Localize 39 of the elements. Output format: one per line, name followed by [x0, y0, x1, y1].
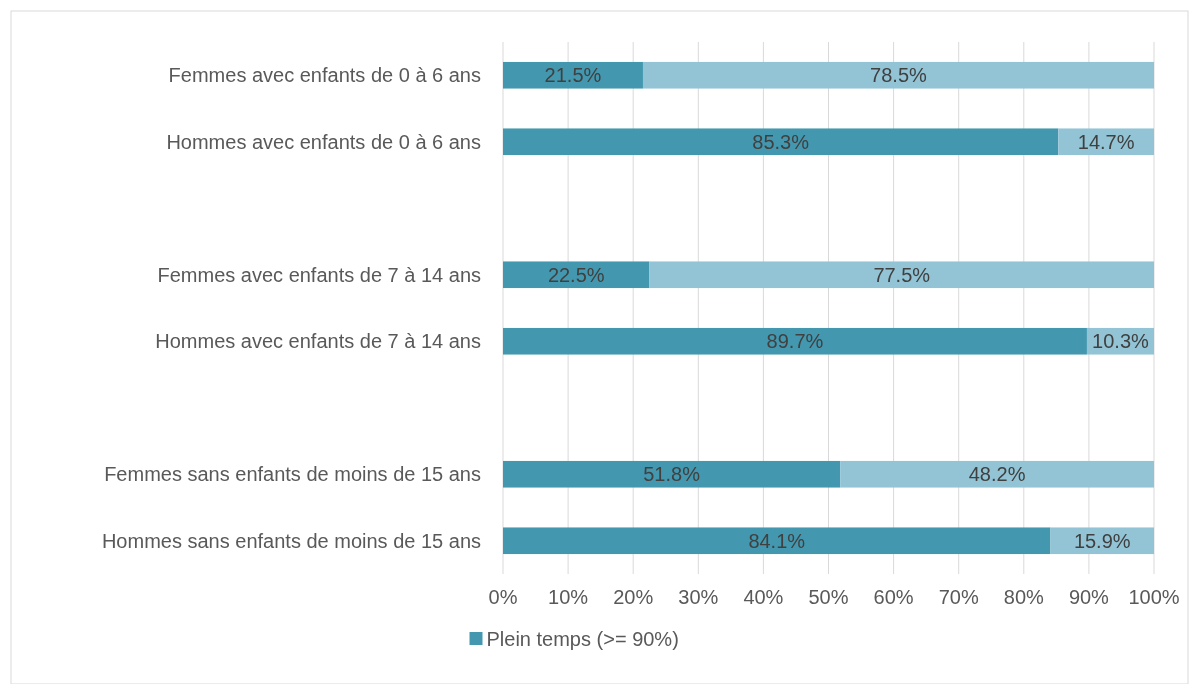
data-label: 78.5% — [870, 64, 928, 87]
data-label: 89.7% — [766, 330, 824, 353]
bar — [503, 460, 841, 488]
data-label: 77.5% — [873, 263, 931, 286]
bar — [840, 460, 1154, 488]
bar — [503, 261, 650, 289]
y-tick-label: Femmes avec enfants de 0 à 6 ans — [168, 64, 481, 87]
data-label: 21.5% — [544, 64, 602, 87]
bar — [503, 61, 643, 89]
legend-label: Plein temps (>= 90%) — [486, 628, 679, 650]
x-tick-label: 60% — [873, 586, 914, 608]
data-label: 84.1% — [748, 529, 806, 552]
x-tick-label: 50% — [808, 586, 849, 608]
x-tick-label: 100% — [1128, 586, 1180, 608]
bar — [649, 261, 1154, 289]
x-tick-label: 70% — [938, 586, 979, 608]
data-label: 15.9% — [1073, 529, 1131, 552]
bar — [642, 61, 1154, 89]
x-tick-label: 0% — [488, 586, 518, 608]
data-label: 85.3% — [752, 130, 810, 153]
x-tick-label: 30% — [678, 586, 719, 608]
bar — [503, 527, 1051, 555]
data-label: 14.7% — [1077, 130, 1135, 153]
y-tick-label: Femmes sans enfants de moins de 15 ans — [104, 463, 481, 486]
data-label: 10.3% — [1092, 330, 1150, 353]
bar — [503, 327, 1087, 355]
y-tick-label: Femmes avec enfants de 7 à 14 ans — [157, 263, 481, 286]
data-label: 48.2% — [968, 463, 1026, 486]
x-tick-label: 10% — [548, 586, 589, 608]
x-tick-label: 40% — [743, 586, 784, 608]
x-tick-label: 20% — [613, 586, 654, 608]
y-tick-label: Hommes avec enfants de 7 à 14 ans — [155, 330, 481, 353]
y-tick-label: Hommes sans enfants de moins de 15 ans — [101, 529, 481, 552]
data-label: 22.5% — [547, 263, 605, 286]
x-tick-label: 90% — [1068, 586, 1110, 608]
bar — [503, 128, 1059, 156]
y-tick-label: Hommes avec enfants de 0 à 6 ans — [166, 130, 481, 153]
data-label: 51.8% — [643, 463, 701, 486]
x-tick-label: 80% — [1003, 586, 1045, 608]
